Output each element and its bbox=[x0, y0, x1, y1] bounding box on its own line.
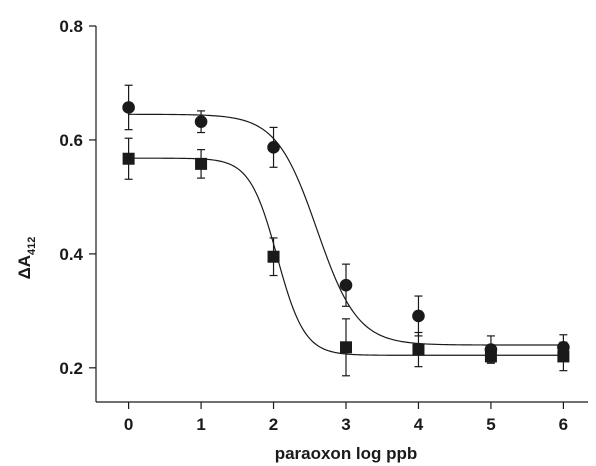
data-point-square bbox=[122, 152, 135, 165]
x-tick-label: 0 bbox=[124, 415, 133, 434]
data-point-circle bbox=[412, 309, 425, 323]
y-tick-label: 0.6 bbox=[59, 131, 83, 150]
x-tick-label: 1 bbox=[196, 415, 205, 434]
data-point-square bbox=[340, 341, 352, 354]
y-tick-label: 0.4 bbox=[59, 245, 83, 264]
y-axis-title: ΔA412 bbox=[15, 237, 38, 280]
y-tick-label: 0.8 bbox=[59, 17, 83, 36]
data-point-circle bbox=[339, 278, 353, 292]
data-point-square bbox=[195, 157, 208, 170]
data-point-square bbox=[267, 250, 280, 263]
x-tick-label: 3 bbox=[341, 415, 350, 434]
y-axis-title-main: ΔA bbox=[15, 255, 34, 280]
data-point-square bbox=[484, 350, 497, 363]
data-point-square bbox=[557, 350, 570, 363]
data-point-circle bbox=[122, 101, 135, 114]
x-tick-label: 2 bbox=[269, 415, 278, 434]
y-tick-label: 0.2 bbox=[59, 359, 83, 378]
x-tick-label: 4 bbox=[414, 415, 424, 434]
fit-curve-circle bbox=[128, 113, 564, 346]
axes: 0 1 2 3 4 5 6 0.2 0.4 0.6 0.8 bbox=[59, 17, 588, 434]
x-tick-label: 6 bbox=[559, 415, 568, 434]
data-point-circle bbox=[194, 115, 208, 129]
data-point-circle bbox=[267, 141, 280, 154]
data-point-square bbox=[412, 343, 425, 356]
y-axis-title-subscript: 412 bbox=[26, 237, 38, 255]
x-axis-title: paraoxon log ppb bbox=[275, 444, 418, 463]
x-tick-label: 5 bbox=[486, 415, 495, 434]
data-points bbox=[122, 84, 570, 377]
